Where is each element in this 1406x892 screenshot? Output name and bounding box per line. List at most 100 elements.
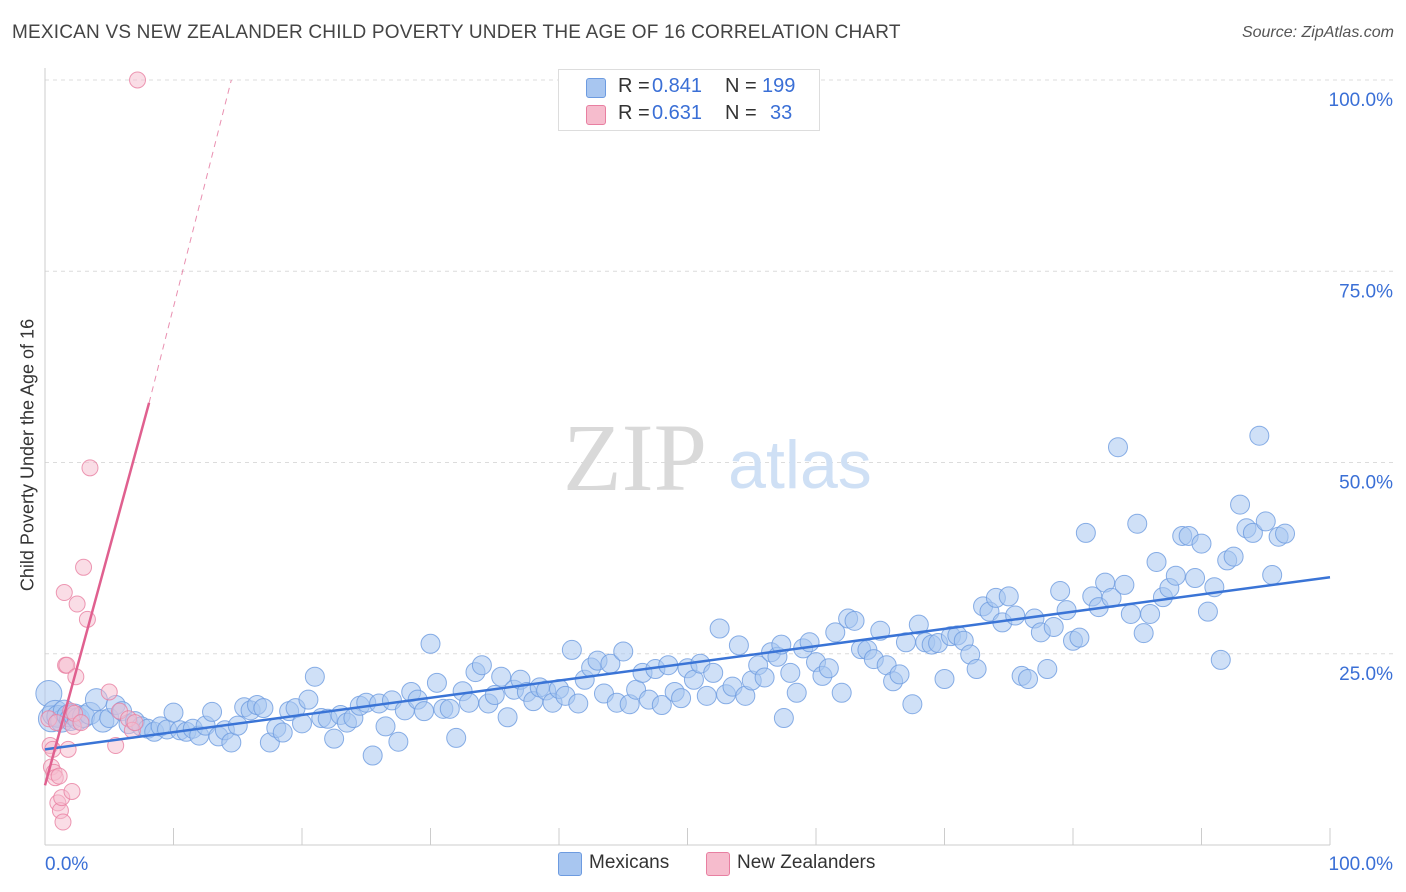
data-point-mexicans xyxy=(446,727,467,748)
data-point-mexicans xyxy=(426,672,447,693)
legend-swatch-pink xyxy=(586,105,606,125)
legend-n-label: N = xyxy=(725,102,757,124)
data-point-mexicans xyxy=(202,701,223,722)
y-tick-label: 75.0% xyxy=(1339,281,1393,302)
correlation-legend: R = 0.841 N = 199 R = 0.631 N = 33 xyxy=(558,69,820,131)
legend-r-label: R = xyxy=(618,75,650,97)
data-point-mexicans xyxy=(388,731,409,752)
data-point-mexicans xyxy=(1127,513,1148,534)
data-point-mexicans xyxy=(1005,605,1026,626)
data-point-mexicans xyxy=(703,662,724,683)
data-point-mexicans xyxy=(1255,511,1276,532)
data-point-mexicans xyxy=(491,666,512,687)
data-point-mexicans xyxy=(561,639,582,660)
data-point-new-zealanders xyxy=(59,740,77,758)
data-point-new-zealanders xyxy=(81,459,99,477)
legend-swatch-pink xyxy=(706,852,730,876)
data-point-mexicans xyxy=(889,664,910,685)
data-point-mexicans xyxy=(1037,659,1058,680)
data-point-new-zealanders xyxy=(50,767,68,785)
data-point-mexicans xyxy=(1140,603,1161,624)
data-point-mexicans xyxy=(420,633,441,654)
data-point-mexicans xyxy=(786,682,807,703)
data-point-mexicans xyxy=(1262,564,1283,585)
legend-label-mexicans: Mexicans xyxy=(589,852,670,873)
data-point-mexicans xyxy=(934,668,955,689)
trend-lines xyxy=(43,79,1331,786)
data-point-mexicans xyxy=(651,695,672,716)
data-point-mexicans xyxy=(1197,601,1218,622)
data-point-mexicans xyxy=(1230,494,1251,515)
watermark-atlas: atlas xyxy=(728,427,872,503)
y-tick-label: 100.0% xyxy=(1329,90,1394,111)
data-point-new-zealanders xyxy=(55,584,73,602)
data-point-mexicans xyxy=(1133,623,1154,644)
legend-row-mexicans: R = 0.841 N = 199 xyxy=(559,73,819,101)
data-point-mexicans xyxy=(1120,603,1141,624)
data-point-mexicans xyxy=(1050,581,1071,602)
data-point-mexicans xyxy=(709,618,730,639)
data-point-mexicans xyxy=(497,707,518,728)
data-point-mexicans xyxy=(831,682,852,703)
trend-line-new-zealanders-extended xyxy=(148,79,232,403)
data-point-mexicans xyxy=(696,685,717,706)
data-point-mexicans xyxy=(1069,627,1090,648)
legend-n-label: N = xyxy=(725,75,757,97)
data-point-mexicans xyxy=(1275,523,1296,544)
data-point-mexicans xyxy=(414,701,435,722)
data-point-mexicans xyxy=(1249,425,1270,446)
data-point-mexicans xyxy=(298,689,319,710)
data-point-mexicans xyxy=(908,614,929,635)
data-point-new-zealanders xyxy=(100,683,118,701)
data-point-mexicans xyxy=(671,688,692,709)
data-point-mexicans xyxy=(1191,533,1212,554)
grid-layer xyxy=(45,79,1395,655)
data-point-new-zealanders xyxy=(63,782,81,800)
watermark: ZIP atlas xyxy=(563,404,872,511)
data-point-new-zealanders xyxy=(54,813,72,831)
data-point-new-zealanders xyxy=(68,595,86,613)
data-point-new-zealanders xyxy=(129,71,147,89)
series-new-zealanders xyxy=(40,71,147,831)
series-legend: Mexicans New Zealanders xyxy=(0,850,1406,880)
data-point-mexicans xyxy=(818,658,839,679)
y-tick-label: 50.0% xyxy=(1339,473,1393,494)
legend-n-value: 33 xyxy=(770,102,793,124)
data-point-new-zealanders xyxy=(58,656,76,674)
data-point-mexicans xyxy=(568,693,589,714)
x-tick-label-end: 100.0% xyxy=(1329,854,1394,875)
data-point-mexicans xyxy=(375,716,396,737)
data-point-mexicans xyxy=(1185,568,1206,589)
data-point-new-zealanders xyxy=(75,558,93,576)
series-mexicans xyxy=(35,425,1296,766)
chart-title: MEXICAN VS NEW ZEALANDER CHILD POVERTY U… xyxy=(12,22,901,43)
legend-swatch-blue xyxy=(586,78,606,98)
source-label: Source: ZipAtlas.com xyxy=(1241,24,1394,41)
data-point-mexicans xyxy=(1043,616,1064,637)
data-point-mexicans xyxy=(1165,565,1186,586)
data-point-mexicans xyxy=(1114,574,1135,595)
data-point-mexicans xyxy=(1146,551,1167,572)
data-point-mexicans xyxy=(304,666,325,687)
data-point-mexicans xyxy=(1223,546,1244,567)
data-point-mexicans xyxy=(1056,600,1077,621)
data-point-mexicans xyxy=(773,708,794,729)
legend-row-new-zealanders: R = 0.631 N = 33 xyxy=(559,100,819,128)
y-axis-label: Child Poverty Under the Age of 16 xyxy=(17,318,38,592)
data-point-new-zealanders xyxy=(72,714,90,732)
data-point-mexicans xyxy=(253,698,274,719)
data-point-mexicans xyxy=(728,635,749,656)
data-point-mexicans xyxy=(825,622,846,643)
legend-r-value: 0.841 xyxy=(652,75,703,97)
data-point-mexicans xyxy=(870,620,891,641)
data-point-mexicans xyxy=(1107,437,1128,458)
y-tick-label: 25.0% xyxy=(1339,664,1393,685)
trend-line-mexicans xyxy=(44,576,1331,751)
data-point-mexicans xyxy=(362,745,383,766)
data-point-mexicans xyxy=(163,702,184,723)
data-point-mexicans xyxy=(272,722,293,743)
data-point-mexicans xyxy=(966,659,987,680)
data-point-mexicans xyxy=(613,641,634,662)
data-point-mexicans xyxy=(1075,522,1096,543)
